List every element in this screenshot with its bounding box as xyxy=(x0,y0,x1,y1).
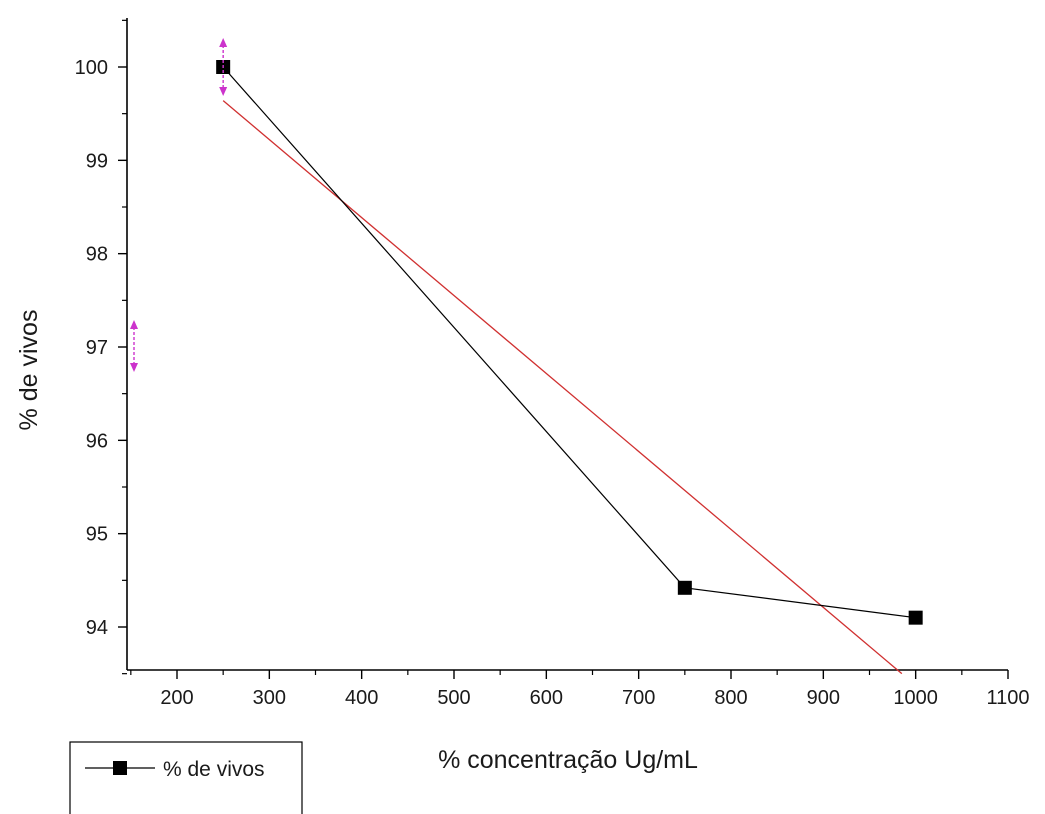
x-tick-label-4: 600 xyxy=(530,687,563,709)
arrow-down-icon xyxy=(219,87,228,96)
series-line-0 xyxy=(222,66,916,619)
x-tick-label-0: 200 xyxy=(160,687,193,709)
x-tick-label-9: 1100 xyxy=(986,687,1029,709)
series-group xyxy=(216,60,923,625)
x-tick-label-6: 800 xyxy=(714,687,747,709)
selection-handle-axis xyxy=(130,320,138,372)
y-axis: 94 95 96 97 98 99 100 xyxy=(75,18,128,675)
y-tick-label-4: 98 xyxy=(86,244,108,266)
data-point-1 xyxy=(677,580,692,595)
fit-line xyxy=(222,100,903,675)
arrow-up-icon xyxy=(219,38,228,47)
legend-box xyxy=(69,741,303,814)
x-ticks: 200 300 400 500 600 700 800 900 1000 1100 xyxy=(130,670,1030,709)
arrow-down-icon xyxy=(130,363,138,372)
x-axis-label: % concentração Ug/mL xyxy=(438,746,698,774)
data-point-2 xyxy=(908,610,923,625)
x-tick-label-7: 900 xyxy=(807,687,840,709)
arrow-up-icon xyxy=(130,320,138,329)
y-ticks: 94 95 96 97 98 99 100 xyxy=(75,19,127,675)
x-tick-label-8: 1000 xyxy=(893,687,938,709)
y-tick-label-1: 95 xyxy=(86,524,108,546)
fit-line-group xyxy=(222,100,903,675)
selection-handle-point xyxy=(219,38,228,96)
y-tick-label-0: 94 xyxy=(86,617,108,639)
y-tick-label-5: 99 xyxy=(86,150,108,172)
x-axis: 200 300 400 500 600 700 800 900 1000 1100 xyxy=(127,669,1030,709)
y-tick-label-2: 96 xyxy=(86,430,108,452)
y-axis-label: % de vivos xyxy=(15,310,43,431)
legend-marker-square-icon xyxy=(113,761,127,775)
x-tick-label-1: 300 xyxy=(253,687,286,709)
y-tick-label-3: 97 xyxy=(86,337,108,359)
y-tick-label-6: 100 xyxy=(75,57,108,79)
x-tick-label-2: 400 xyxy=(345,687,378,709)
annotations xyxy=(130,38,228,372)
x-tick-label-5: 700 xyxy=(622,687,655,709)
x-tick-label-3: 500 xyxy=(437,687,470,709)
legend-entry-label: % de vivos xyxy=(163,758,265,781)
legend[interactable]: % de vivos xyxy=(69,741,303,814)
